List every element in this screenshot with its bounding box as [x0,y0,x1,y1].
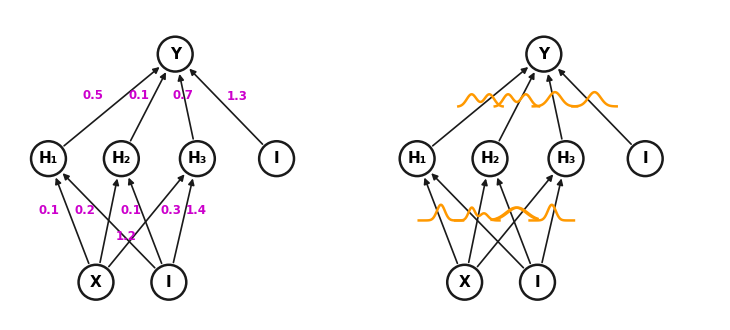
Text: 0.5: 0.5 [82,89,104,102]
Text: X: X [458,275,471,290]
Text: 0.7: 0.7 [173,89,193,102]
Text: H₁: H₁ [407,151,427,166]
Circle shape [520,265,555,300]
Text: 0.1: 0.1 [120,205,142,217]
Circle shape [447,265,482,300]
Text: I: I [534,275,540,290]
Circle shape [151,265,186,300]
Text: 1.2: 1.2 [115,230,137,243]
Text: 1.4: 1.4 [185,205,207,217]
Text: 1.3: 1.3 [226,90,247,103]
Circle shape [158,37,193,72]
Text: I: I [274,151,280,166]
Text: 0.1: 0.1 [38,205,59,217]
Circle shape [400,141,434,176]
Text: H₃: H₃ [188,151,207,166]
Text: Y: Y [538,47,550,62]
Circle shape [472,141,507,176]
Text: Y: Y [169,47,181,62]
Text: I: I [166,275,172,290]
Circle shape [79,265,113,300]
Circle shape [526,37,561,72]
Circle shape [549,141,583,176]
Text: H₂: H₂ [480,151,499,166]
Circle shape [628,141,663,176]
Circle shape [31,141,66,176]
Text: I: I [642,151,648,166]
Circle shape [259,141,294,176]
Text: 0.1: 0.1 [128,89,149,102]
Circle shape [104,141,139,176]
Text: H₂: H₂ [112,151,131,166]
Text: X: X [90,275,102,290]
Text: 0.2: 0.2 [74,205,96,217]
Text: H₃: H₃ [556,151,576,166]
Text: H₁: H₁ [39,151,58,166]
Circle shape [180,141,215,176]
Text: 0.3: 0.3 [160,205,181,217]
